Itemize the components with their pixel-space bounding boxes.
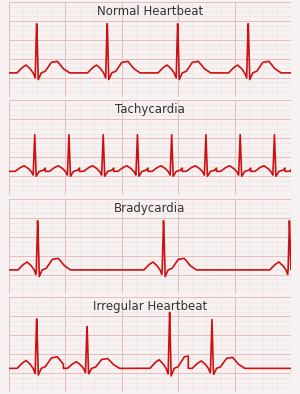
Text: Normal Heartbeat: Normal Heartbeat (97, 5, 203, 18)
Text: Tachycardia: Tachycardia (115, 103, 185, 116)
Text: Irregular Heartbeat: Irregular Heartbeat (93, 300, 207, 313)
Text: Bradycardia: Bradycardia (114, 202, 186, 215)
